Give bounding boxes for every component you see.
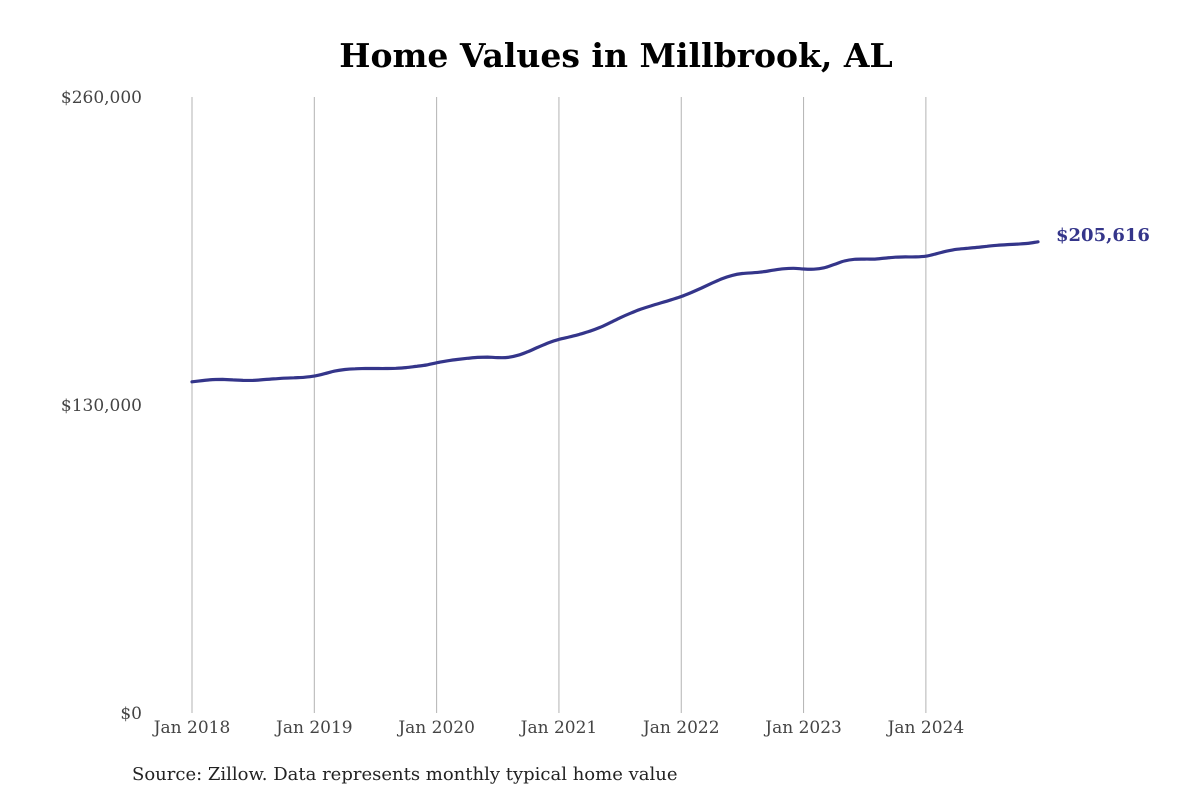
y-axis-labels: $0 $130,000 $260,000 — [61, 88, 142, 724]
y-tick-label: $130,000 — [61, 396, 142, 416]
series-layer: $205,616 — [190, 225, 1150, 384]
x-tick-label: Jan 2023 — [763, 718, 842, 738]
y-tick-label: $0 — [120, 704, 142, 724]
x-tick-label: Jan 2019 — [274, 718, 353, 738]
y-tick-label: $260,000 — [61, 88, 142, 108]
x-tick-label: Jan 2024 — [886, 718, 965, 738]
x-tick-label: Jan 2021 — [519, 718, 598, 738]
x-axis-labels: Jan 2018 Jan 2019 Jan 2020 Jan 2021 Jan 2022… — [152, 718, 964, 738]
end-value-label: $205,616 — [1056, 225, 1150, 246]
x-tick-label: Jan 2018 — [152, 718, 231, 738]
series-line — [190, 240, 1040, 384]
x-tick-label: Jan 2020 — [396, 718, 475, 738]
source-note: Source: Zillow. Data represents monthly … — [132, 764, 678, 785]
x-tick-label: Jan 2022 — [641, 718, 720, 738]
chart-title: Home Values in Millbrook, AL — [339, 36, 893, 75]
grid-lines — [191, 97, 927, 713]
